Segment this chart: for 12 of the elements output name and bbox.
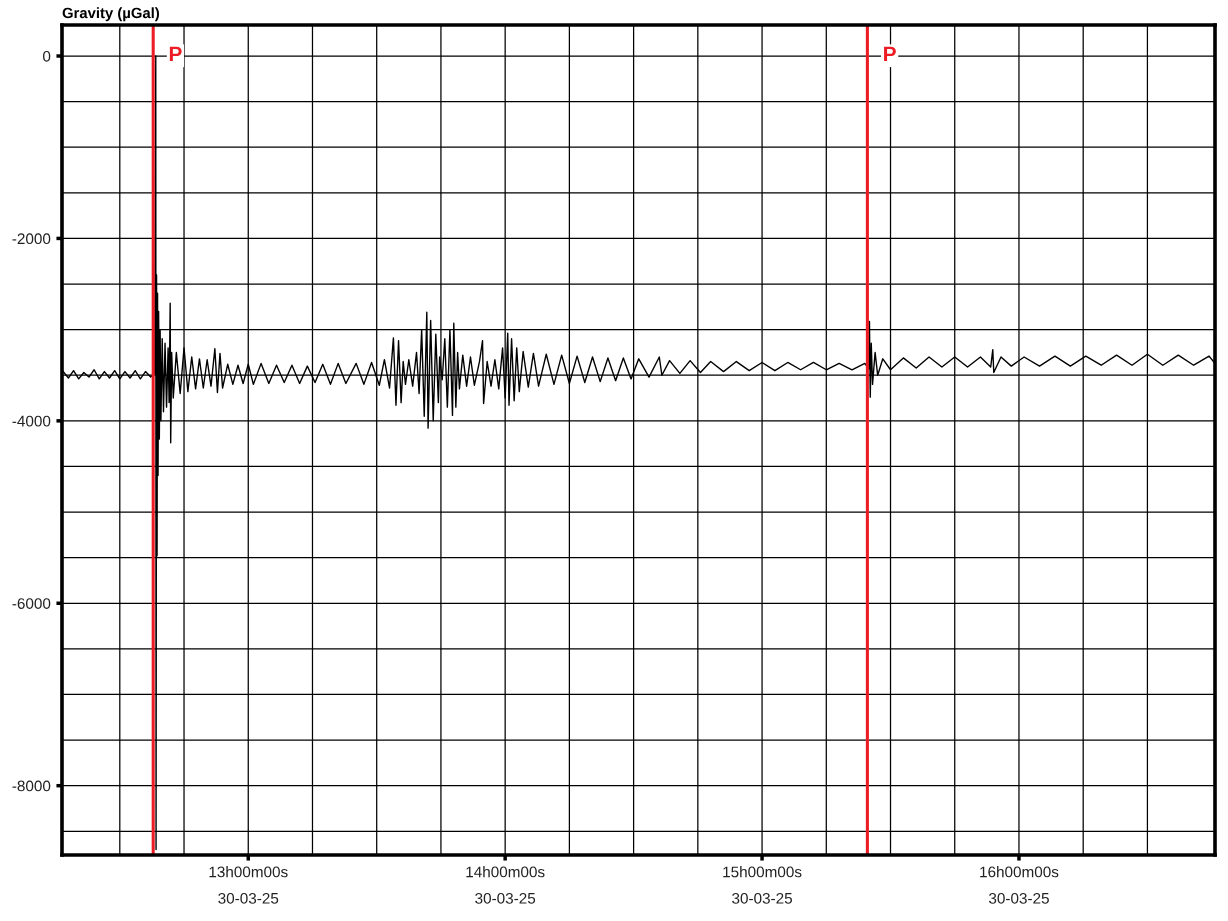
y-tick-label: -8000 (12, 780, 51, 792)
y-tick-label: -4000 (12, 415, 51, 427)
ref-line-label: P (169, 46, 182, 62)
y-tick-label: -2000 (12, 233, 51, 245)
x-tick-label: 15h00m00s 30-03-25 (723, 866, 802, 904)
x-tick-label: 16h00m00s 30-03-25 (980, 866, 1059, 904)
x-tick-label: 13h00m00s 30-03-25 (209, 866, 288, 904)
y-tick-label: 0 (42, 50, 51, 62)
y-tick-label: -6000 (12, 598, 51, 609)
x-tick-label: 14h00m00s 30-03-25 (466, 866, 545, 904)
chart-title: Gravity (µGal) (62, 7, 160, 22)
ref-line-label: P (884, 46, 896, 62)
